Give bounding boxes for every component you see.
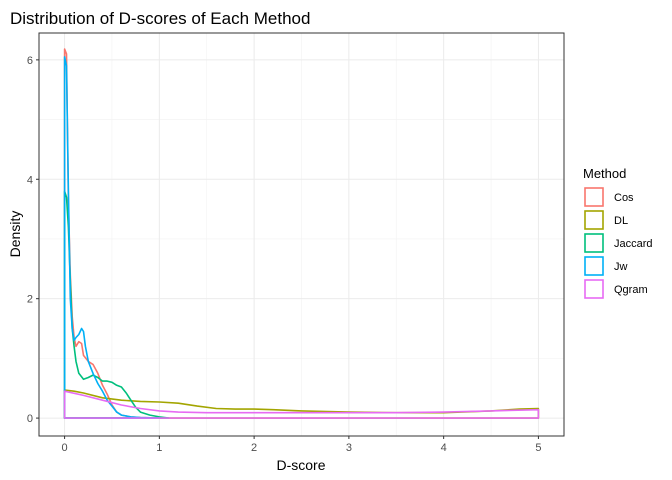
x-axis-title: D-score <box>276 457 325 473</box>
legend-label-dl: DL <box>614 215 628 227</box>
x-tick-label: 2 <box>251 442 257 454</box>
legend-key-dl <box>584 210 604 230</box>
chart-title: Distribution of D-scores of Each Method <box>10 9 310 28</box>
series-layer <box>63 48 540 419</box>
y-tick-label: 6 <box>27 55 33 67</box>
x-tick-label: 3 <box>346 442 352 454</box>
legend-key-jw <box>584 256 604 276</box>
legend-label-jw: Jw <box>614 261 628 273</box>
legend-key-qgram <box>584 279 604 299</box>
y-tick-label: 4 <box>27 174 33 186</box>
legend-items: Cos DL Jaccard Jw Qgram <box>584 187 653 299</box>
legend-label-qgram: Qgram <box>614 284 648 296</box>
series-line-qgram <box>63 390 540 419</box>
y-tick-label: 0 <box>27 413 33 425</box>
x-tick-label: 0 <box>62 442 68 454</box>
legend-key-cos <box>584 187 604 207</box>
x-tick-label: 5 <box>535 442 541 454</box>
series-line-jw <box>63 56 161 419</box>
legend-title: Method <box>583 166 626 181</box>
legend: Method Cos DL Jaccard Jw Qgram <box>583 166 653 299</box>
legend-label-cos: Cos <box>614 192 634 204</box>
legend-key-jaccard <box>584 233 604 253</box>
plot-border <box>38 32 565 437</box>
legend-label-jaccard: Jaccard <box>614 238 653 250</box>
y-axis-title: Density <box>7 211 23 258</box>
x-tick-label: 4 <box>441 442 447 454</box>
x-tick-label: 1 <box>156 442 162 454</box>
axes: 0 1 2 3 4 5 0 2 4 6 <box>27 55 542 454</box>
y-tick-label: 2 <box>27 294 33 306</box>
